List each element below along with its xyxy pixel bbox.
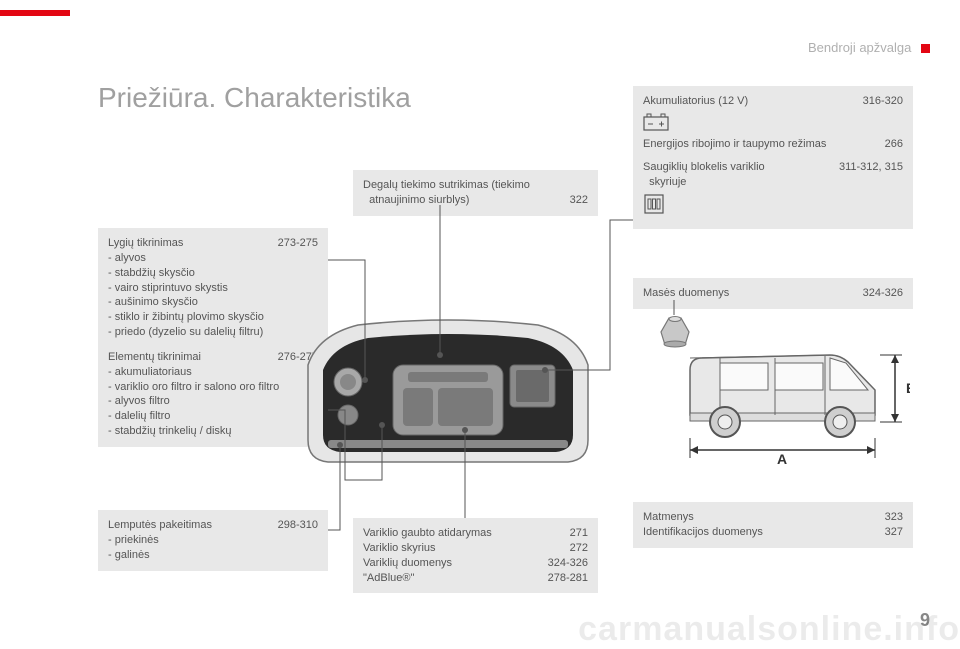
- box-bulbs: Lemputės pakeitimas 298-310 priekinės ga…: [98, 510, 328, 571]
- fusebox-label: Saugiklių blokelis variklio skyriuje: [643, 160, 765, 190]
- box-engine: Variklio gaubto atidarymas 271 Variklio s…: [353, 518, 598, 593]
- section-header: Bendroji apžvalga: [808, 40, 930, 55]
- engine-label: "AdBlue®": [363, 571, 414, 586]
- section-marker: [921, 44, 930, 53]
- box-fuel: Degalų tiekimo sutrikimas (tiekimo atnau…: [353, 170, 598, 216]
- list-item: alyvos: [108, 251, 318, 266]
- fuel-line2: atnaujinimo siurblys): [363, 193, 469, 208]
- id-pages: 327: [885, 525, 903, 540]
- list-item: akumuliatoriaus: [108, 365, 318, 380]
- list-item: priekinės: [108, 533, 318, 548]
- energy-label: Energijos ribojimo ir taupymo režimas: [643, 137, 826, 152]
- fusebox-icon: [643, 193, 665, 215]
- list-item: dalelių filtro: [108, 409, 318, 424]
- elements-list: akumuliatoriaus variklio oro filtro ir s…: [108, 365, 318, 439]
- weights-pages: 324-326: [863, 286, 903, 301]
- dim-pages: 323: [885, 510, 903, 525]
- levels-list: alyvos stabdžių skysčio vairo stiprintuv…: [108, 251, 318, 340]
- list-item: stiklo ir žibintų plovimo skysčio: [108, 310, 318, 325]
- watermark: carmanualsonline.info: [578, 610, 960, 649]
- accent-bar: [0, 10, 70, 16]
- dim-label: Matmenys: [643, 510, 694, 525]
- engine-pages: 278-281: [548, 571, 588, 586]
- fusebox-pages: 311-312, 315: [839, 160, 903, 190]
- box-weights: Masės duomenys 324-326: [633, 278, 913, 309]
- engine-pages: 324-326: [548, 556, 588, 571]
- battery-icon: [643, 113, 669, 131]
- section-label: Bendroji apžvalga: [808, 40, 911, 55]
- engine-pages: 271: [570, 526, 588, 541]
- box-levels-elements: Lygių tikrinimas 273-275 alyvos stabdžių…: [98, 228, 328, 447]
- fuel-pages: 322: [570, 193, 588, 208]
- levels-heading: Lygių tikrinimas: [108, 236, 183, 251]
- list-item: vairo stiprintuvo skystis: [108, 281, 318, 296]
- list-item: priedo (dyzelio su dalelių filtru): [108, 325, 318, 340]
- list-item: variklio oro filtro ir salono oro filtro: [108, 380, 318, 395]
- weights-label: Masės duomenys: [643, 286, 729, 301]
- levels-pages: 273-275: [278, 236, 318, 251]
- id-label: Identifikacijos duomenys: [643, 525, 763, 540]
- engine-label: Variklių duomenys: [363, 556, 452, 571]
- engine-label: Variklio gaubto atidarymas: [363, 526, 492, 541]
- battery-label: Akumuliatorius (12 V): [643, 94, 748, 109]
- dim-a-label: A: [777, 451, 787, 467]
- bulbs-list: priekinės galinės: [108, 533, 318, 563]
- engine-bay-illustration: [298, 310, 598, 470]
- bulbs-pages: 298-310: [278, 518, 318, 533]
- list-item: aušinimo skysčio: [108, 295, 318, 310]
- box-battery: Akumuliatorius (12 V) 316-320 Energijos …: [633, 86, 913, 229]
- list-item: galinės: [108, 548, 318, 563]
- box-dimensions: Matmenys 323 Identifikacijos duomenys 327: [633, 502, 913, 548]
- energy-pages: 266: [885, 137, 903, 152]
- engine-label: Variklio skyrius: [363, 541, 436, 556]
- bulbs-heading: Lemputės pakeitimas: [108, 518, 212, 533]
- van-illustration: A B: [680, 330, 910, 470]
- page-title: Priežiūra. Charakteristika: [98, 82, 411, 114]
- dim-b-label: B: [906, 380, 910, 396]
- list-item: stabdžių trinkelių / diskų: [108, 424, 318, 439]
- list-item: alyvos filtro: [108, 394, 318, 409]
- elements-heading: Elementų tikrinimai: [108, 350, 201, 365]
- list-item: stabdžių skysčio: [108, 266, 318, 281]
- battery-pages: 316-320: [863, 94, 903, 109]
- engine-pages: 272: [570, 541, 588, 556]
- fuel-line1: Degalų tiekimo sutrikimas (tiekimo: [363, 178, 530, 193]
